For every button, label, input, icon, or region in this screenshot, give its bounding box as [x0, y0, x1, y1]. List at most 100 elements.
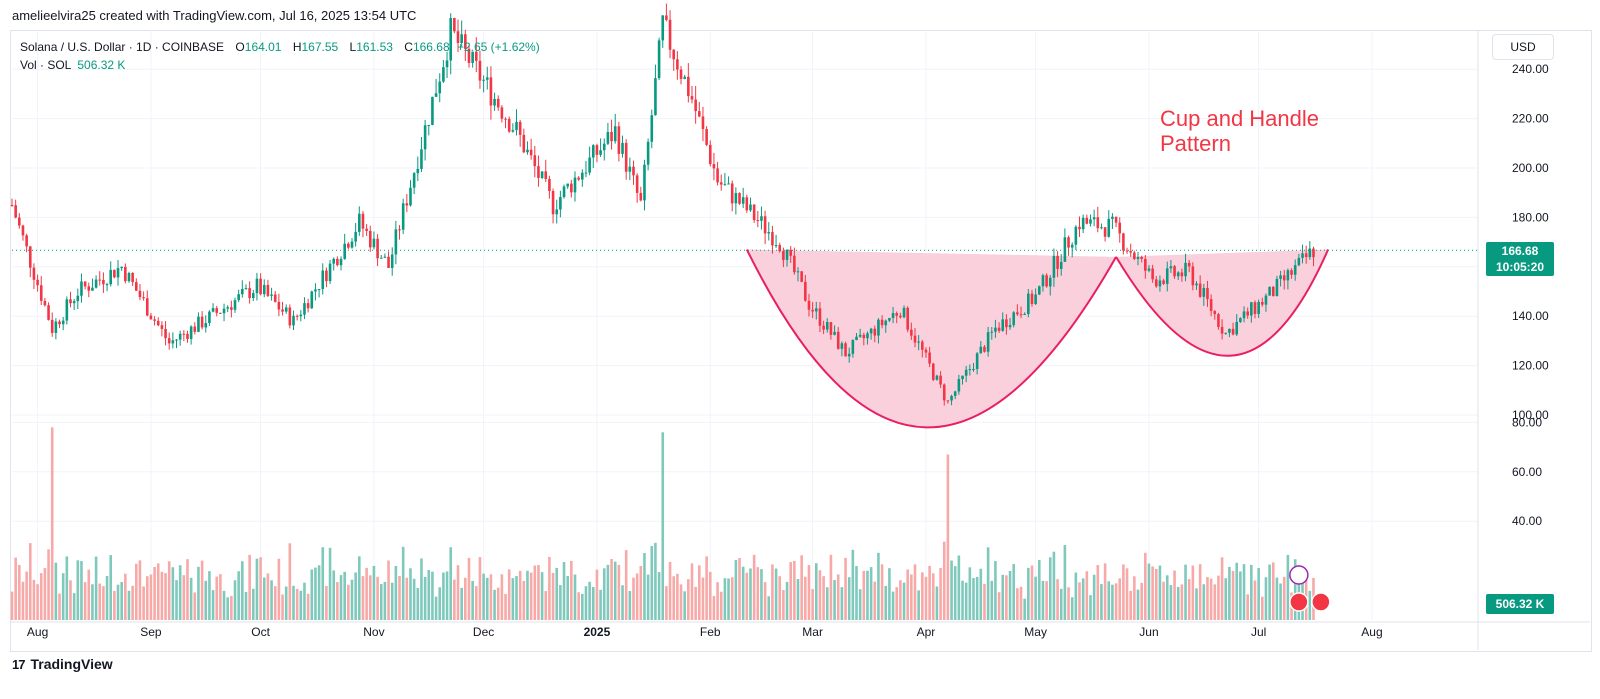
handle-curve: [1115, 249, 1330, 357]
volume-bar: [986, 547, 990, 620]
candle-body: [1059, 261, 1063, 269]
candle-body: [559, 196, 562, 210]
volume-bar: [409, 568, 412, 620]
symbol-title: Solana / U.S. Dollar · 1D · COINBASE: [20, 40, 225, 54]
volume-bar: [1220, 557, 1224, 620]
candle-body: [858, 334, 862, 337]
candle-body: [617, 126, 621, 154]
axes: 240.00220.00200.00180.00160.00140.00120.…: [10, 30, 1590, 650]
volume-bar: [182, 575, 186, 620]
time-tick-label: Jun: [1139, 625, 1158, 639]
volume-bar: [789, 562, 792, 620]
candle-body: [47, 305, 50, 320]
candle-body: [931, 363, 935, 380]
volume-legend: Vol · SOL 506.32 K: [20, 56, 540, 74]
candle-body: [1107, 218, 1111, 237]
pattern-annotation[interactable]: Cup and Handle Pattern: [1160, 106, 1319, 156]
volume-bar: [303, 582, 306, 620]
candle-body: [478, 60, 482, 81]
candle-body: [1239, 318, 1242, 322]
volume-bar: [518, 570, 522, 620]
candle-body: [445, 60, 449, 68]
volume-bar: [65, 556, 69, 620]
volume-bar: [782, 590, 785, 620]
volume-bar: [712, 596, 716, 620]
volume-bar: [811, 589, 814, 620]
candle-body: [705, 129, 708, 145]
candle-body: [1268, 286, 1271, 296]
volume-bar: [332, 570, 336, 620]
candle-body: [533, 155, 537, 167]
volume-bar: [36, 584, 39, 620]
candle-body: [1286, 270, 1290, 281]
candle-body: [650, 115, 654, 142]
volume-bar: [134, 563, 138, 620]
volume-bar: [14, 557, 17, 620]
tradingview-logo[interactable]: 17 TradingView: [12, 656, 113, 672]
volume-bar: [372, 565, 376, 620]
volume-bar: [474, 586, 478, 620]
volume-bar: [1019, 586, 1023, 620]
volume-bar: [124, 573, 127, 620]
volume-bar: [1100, 584, 1103, 620]
volume-bar: [1027, 567, 1030, 620]
last-volume-tag: 506.32 K: [1486, 594, 1554, 614]
volume-bar: [719, 591, 723, 620]
volume-bar: [942, 541, 946, 620]
volume-bar: [1257, 567, 1260, 620]
candle-body: [496, 98, 500, 108]
candle-body: [972, 368, 975, 370]
volume-bar: [61, 573, 65, 620]
volume-bar: [844, 557, 847, 620]
time-tick-label: Feb: [700, 625, 721, 639]
candle-body: [358, 213, 361, 232]
volume-bar: [113, 590, 116, 620]
candle-body: [80, 281, 83, 296]
volume-bar: [219, 574, 222, 620]
volume-bar: [584, 586, 588, 620]
candle-body: [98, 279, 102, 281]
volume-bar: [453, 579, 456, 620]
volume-bar: [990, 580, 994, 620]
volume-bar: [142, 586, 145, 620]
candle-body: [1290, 270, 1293, 275]
candle-body: [1279, 275, 1282, 279]
volume-bar: [467, 557, 471, 620]
volume-bar: [233, 580, 237, 620]
candle-body: [654, 78, 657, 116]
volume-bar: [880, 564, 884, 620]
candle-body: [1133, 252, 1136, 259]
candle-body: [1198, 283, 1202, 297]
volume-bar: [1078, 582, 1081, 620]
volume-bar: [847, 577, 851, 620]
candle-body: [734, 193, 738, 204]
candle-body: [880, 319, 884, 326]
candle-body: [401, 203, 405, 230]
time-tick-label: Dec: [473, 625, 494, 639]
volume-bar: [687, 579, 690, 620]
volume-bar: [273, 586, 277, 620]
volume-bar: [489, 574, 493, 620]
candle-body: [518, 121, 522, 135]
candle-body: [295, 315, 299, 317]
candle-body: [1282, 275, 1286, 281]
volume-bar: [752, 554, 756, 620]
candle-body: [186, 333, 189, 339]
symbol-legend: Solana / U.S. Dollar · 1D · COINBASE O16…: [20, 38, 540, 74]
candle-body: [946, 400, 950, 402]
volume-bar: [763, 582, 767, 620]
candle-body: [723, 184, 727, 186]
volume-bar: [1016, 588, 1019, 620]
candle-body: [1078, 226, 1081, 230]
currency-button[interactable]: USD: [1492, 34, 1554, 60]
candle-body: [1074, 226, 1078, 245]
volume-bar: [577, 592, 580, 620]
candle-body: [69, 299, 72, 304]
candle-body: [420, 149, 423, 169]
volume-bar: [193, 592, 197, 620]
candle-body: [591, 145, 595, 158]
volume-bar: [1008, 570, 1012, 620]
volume-bar: [1059, 588, 1063, 620]
volume-bar: [701, 577, 705, 620]
